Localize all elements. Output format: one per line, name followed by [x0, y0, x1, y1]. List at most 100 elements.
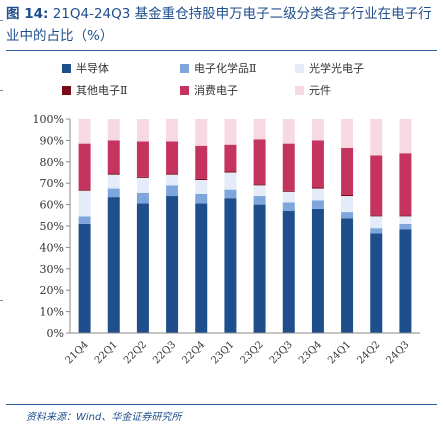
- source-note: 资料来源：Wind、华金证券研究所: [26, 412, 182, 423]
- bar-segment: [341, 212, 354, 219]
- legend-label: 其他电子Ⅱ: [76, 84, 127, 97]
- x-tick-label: 21Q4: [64, 339, 91, 366]
- bar-segment: [282, 143, 295, 191]
- legend-swatch: [62, 86, 71, 95]
- bar-segment: [166, 141, 179, 174]
- y-tick-label: 100%: [33, 113, 64, 126]
- bar-segment: [341, 147, 354, 195]
- x-tick-label: 23Q3: [268, 339, 295, 366]
- bar-segment: [166, 196, 179, 333]
- bar-segment: [78, 223, 91, 333]
- x-tick-label: 22Q1: [93, 339, 120, 366]
- bar-segment: [136, 192, 149, 204]
- bar-segment: [399, 229, 412, 333]
- x-tick-label: 24Q1: [326, 339, 353, 366]
- bar-segment: [136, 119, 149, 142]
- bar-segment: [311, 200, 324, 209]
- bar-segment: [253, 119, 266, 140]
- legend-swatch: [295, 86, 304, 95]
- bar-segment: [399, 223, 412, 230]
- y-tick-label: 40%: [40, 241, 64, 254]
- bar-stacks: [78, 119, 412, 333]
- margin-tick: [0, 90, 3, 91]
- bar-segment: [253, 184, 266, 186]
- margin-tick: [0, 300, 3, 301]
- bar-segment: [370, 215, 383, 217]
- bar-segment: [224, 198, 237, 333]
- legend-swatch: [295, 64, 304, 73]
- bar-segment: [78, 143, 91, 190]
- bar-segment: [282, 119, 295, 144]
- bar-segment: [195, 179, 208, 194]
- bar-segment: [399, 215, 412, 217]
- bar-segment: [282, 190, 295, 192]
- bar-segment: [253, 204, 266, 333]
- legend-swatch: [62, 64, 71, 73]
- bar-segment: [136, 176, 149, 178]
- margin-tick: [0, 20, 3, 21]
- figure-title-text: 21Q4-24Q3 基金重仓持股申万电子二级分类各子行业在电子行业中的占比（%）: [6, 6, 432, 44]
- bar-segment: [195, 178, 208, 180]
- bar-segment: [341, 218, 354, 333]
- legend-label: 元件: [309, 84, 331, 97]
- bar-segment: [311, 208, 324, 333]
- x-axis: 21Q4 22Q1 22Q2 22Q3 22Q4 23Q1 23Q2 23Q3 23Q4 24Q1…: [64, 332, 420, 366]
- y-axis: 0% 10% 20% 30% 40% 50% 60% 70% 80% 90% 100%: [33, 113, 71, 340]
- bar-segment: [253, 185, 266, 197]
- legend-label: 消费电子: [194, 83, 238, 97]
- bar-segment: [341, 196, 354, 213]
- bar-segment: [195, 193, 208, 204]
- y-tick-label: 20%: [40, 284, 64, 297]
- bar-segment: [224, 144, 237, 172]
- bar-segment: [136, 177, 149, 193]
- bar-segment: [78, 189, 91, 191]
- bar-segment: [253, 196, 266, 205]
- bar-segment: [107, 188, 120, 198]
- bar-segment: [311, 140, 324, 188]
- x-tick-label: 24Q3: [384, 339, 411, 366]
- legend-label: 电子化学品Ⅱ: [194, 61, 256, 75]
- x-tick-label: 23Q4: [297, 339, 324, 366]
- y-tick-label: 0%: [47, 327, 64, 340]
- bar-segment: [78, 216, 91, 224]
- bar-segment: [341, 119, 354, 148]
- bar-segment: [311, 187, 324, 189]
- bar-segment: [195, 119, 208, 146]
- y-tick-label: 60%: [40, 199, 64, 212]
- x-tick-label: 22Q2: [122, 339, 149, 366]
- legend-label: 光学光电子: [309, 61, 364, 75]
- bar-segment: [341, 194, 354, 197]
- bar-segment: [195, 203, 208, 333]
- y-tick-label: 50%: [40, 220, 64, 233]
- y-tick-label: 80%: [40, 156, 64, 169]
- bar-segment: [195, 145, 208, 179]
- bar-segment: [253, 139, 266, 185]
- bottom-divider: [6, 404, 437, 405]
- x-tick-label: 22Q3: [151, 339, 178, 366]
- bar-segment: [224, 119, 237, 145]
- y-tick-label: 90%: [40, 134, 64, 147]
- bar-segment: [224, 171, 237, 173]
- bar-segment: [370, 233, 383, 333]
- bar-segment: [282, 202, 295, 212]
- bar-segment: [370, 155, 383, 216]
- bar-segment: [399, 153, 412, 216]
- bar-segment: [166, 174, 179, 186]
- bar-segment: [136, 203, 149, 333]
- x-tick-label: 24Q2: [355, 339, 382, 366]
- top-divider: [6, 50, 437, 51]
- y-tick-label: 70%: [40, 177, 64, 190]
- legend-label: 半导体: [76, 61, 109, 75]
- bar-segment: [166, 119, 179, 142]
- legend-swatch: [180, 64, 189, 73]
- bar-segment: [107, 173, 120, 175]
- bar-segment: [107, 174, 120, 189]
- bar-segment: [78, 119, 91, 144]
- x-tick-label: 23Q1: [209, 339, 236, 366]
- bar-segment: [78, 190, 91, 217]
- y-tick-label: 10%: [40, 306, 64, 319]
- bar-segment: [107, 119, 120, 141]
- x-tick-label: 22Q4: [180, 339, 207, 366]
